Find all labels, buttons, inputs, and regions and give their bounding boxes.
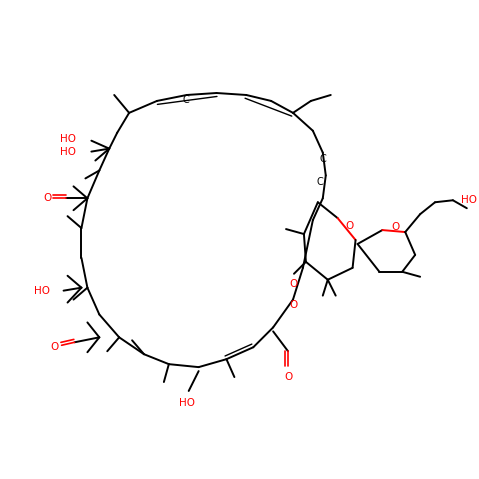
Text: O: O	[345, 221, 354, 231]
Text: HO: HO	[60, 147, 77, 157]
Text: O: O	[290, 299, 298, 309]
Text: C: C	[317, 177, 323, 187]
Text: HO: HO	[461, 195, 477, 205]
Text: O: O	[391, 222, 399, 232]
Text: O: O	[284, 372, 292, 382]
Text: HO: HO	[179, 398, 195, 408]
Text: HO: HO	[34, 285, 50, 296]
Text: O: O	[50, 342, 59, 352]
Text: C: C	[319, 154, 326, 163]
Text: O: O	[44, 194, 52, 203]
Text: O: O	[290, 279, 298, 289]
Text: HO: HO	[60, 134, 77, 144]
Text: C: C	[182, 95, 189, 105]
